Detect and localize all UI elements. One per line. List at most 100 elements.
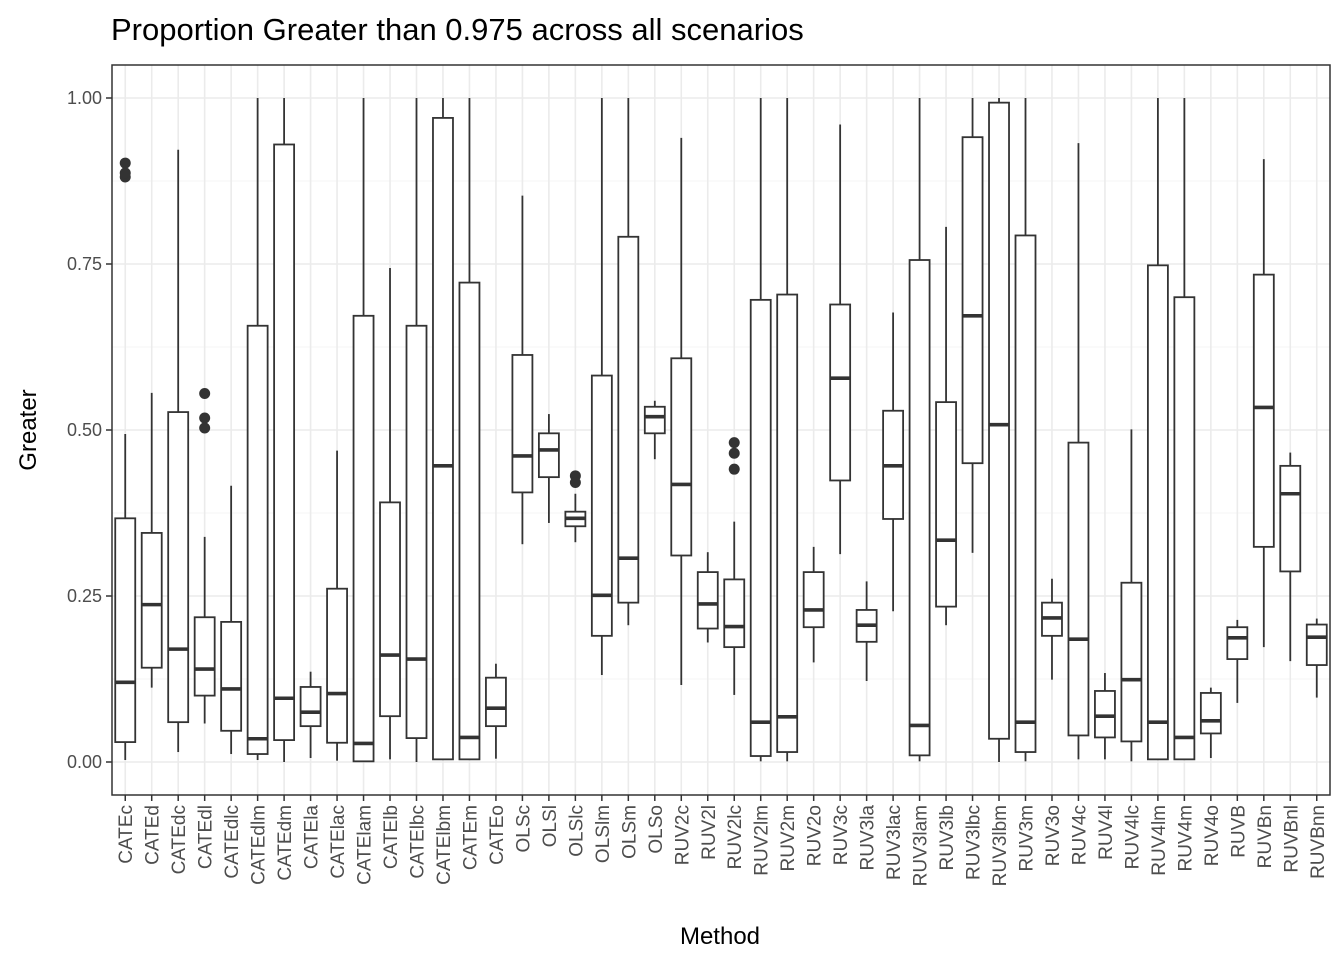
box-CATElbc <box>405 98 428 762</box>
box-body <box>1199 692 1222 735</box>
box-RUV2lm <box>749 98 772 762</box>
box-RUVBnl <box>1279 452 1302 662</box>
outlier-point <box>728 437 740 449</box>
x-tick-label: CATEm <box>460 805 481 870</box>
box-OLSlc <box>564 470 587 543</box>
x-tick-label: RUV4l <box>1096 805 1117 860</box>
x-tick-label: RUV3la <box>858 805 879 871</box>
box-body <box>908 259 931 757</box>
outlier-point <box>199 387 211 399</box>
box-CATEdm <box>273 98 296 762</box>
box-RUV3lac <box>882 312 905 612</box>
x-tick-label: CATEd <box>143 805 164 865</box>
box-OLSm <box>617 98 640 626</box>
x-tick-label: CATEdm <box>275 805 296 881</box>
box-RUV4lm <box>1146 98 1169 761</box>
box-body <box>1120 581 1143 743</box>
box-CATElb <box>379 267 401 760</box>
outlier-point <box>199 412 211 424</box>
box-body <box>961 136 984 465</box>
x-axis: CATEc CATEd CATEdc CATEdl CATEdlc CATEdlm CATE… <box>116 795 1329 886</box>
x-tick-label: OLSlc <box>566 805 587 857</box>
x-tick-label: RUVBnl <box>1281 805 1302 873</box>
y-axis-title: Greater <box>15 389 42 470</box>
x-tick-label: CATEdc <box>169 805 190 874</box>
box-CATEc <box>114 157 137 761</box>
box-body <box>749 298 772 757</box>
box-body <box>379 501 401 718</box>
box-RUV4l <box>1094 673 1116 760</box>
box-RUV3lb <box>935 226 957 626</box>
x-tick-label: RUVB <box>1228 805 1249 858</box>
box-CATEdl <box>193 387 216 724</box>
x-tick-label: OLSlm <box>593 805 614 863</box>
box-body <box>1146 264 1169 761</box>
x-tick-label: CATElbm <box>434 805 455 885</box>
box-CATElac <box>326 450 348 761</box>
x-tick-label: RUV3lbc <box>964 805 985 880</box>
x-tick-label: CATElac <box>328 805 349 879</box>
x-tick-label: CATEdlm <box>249 805 270 885</box>
box-body <box>802 571 825 629</box>
x-tick-label: OLSm <box>619 805 640 859</box>
x-tick-label: CATElbc <box>408 805 429 879</box>
box-CATEdlc <box>220 485 243 755</box>
box-body <box>776 293 799 753</box>
box-RUV3lam <box>908 98 931 762</box>
box-body <box>1252 273 1275 548</box>
box-body <box>140 532 163 669</box>
x-tick-label: CATEo <box>487 805 508 865</box>
box-body <box>273 143 296 741</box>
box-body <box>326 587 348 744</box>
box-RUV2lc <box>723 437 746 695</box>
box-body <box>458 281 481 761</box>
x-tick-label: RUV4c <box>1069 805 1090 865</box>
box-body <box>617 235 640 604</box>
box-body <box>220 620 243 732</box>
box-RUVBnn <box>1305 618 1328 698</box>
box-body <box>590 374 613 637</box>
box-body <box>1305 623 1328 666</box>
box-body <box>246 324 269 755</box>
box-RUVBn <box>1252 159 1275 648</box>
outlier-point <box>728 463 740 475</box>
box-OLSc <box>511 195 534 545</box>
box-RUV3la <box>855 581 878 681</box>
box-body <box>829 303 852 482</box>
box-RUVB <box>1226 619 1249 703</box>
x-tick-label: RUV3m <box>1017 805 1038 872</box>
box-RUV3o <box>1041 578 1063 680</box>
outlier-point <box>728 447 740 459</box>
x-tick-label: RUV4lc <box>1122 805 1143 869</box>
x-tick-label: CATElam <box>355 805 376 885</box>
x-tick-label: RUV4m <box>1175 805 1196 872</box>
box-body <box>485 676 507 728</box>
box-body <box>537 432 560 479</box>
box-body <box>935 401 957 608</box>
box-RUV3lbm <box>988 98 1010 762</box>
box-CATElbm <box>432 98 454 761</box>
box-body <box>723 578 746 649</box>
box-body <box>1173 296 1196 761</box>
box-RUV2o <box>802 546 825 663</box>
y-tick-label: 0.75 <box>67 254 102 274</box>
box-RUV4lc <box>1120 429 1143 762</box>
box-CATEla <box>299 671 322 759</box>
box-CATEm <box>458 98 481 761</box>
x-tick-label: RUVBn <box>1255 805 1276 868</box>
x-tick-label: RUV3o <box>1043 805 1064 866</box>
x-tick-label: CATEc <box>116 805 137 864</box>
x-tick-label: RUV4lm <box>1149 805 1170 876</box>
box-CATEd <box>140 392 163 688</box>
box-RUV3lbc <box>961 98 984 553</box>
box-RUV4o <box>1199 687 1222 759</box>
x-tick-label: RUV2lc <box>725 805 746 869</box>
box-CATEdlm <box>246 98 269 761</box>
chart-title: Proportion Greater than 0.975 across all… <box>111 12 804 47</box>
x-tick-label: RUV2c <box>672 805 693 865</box>
box-body <box>114 517 137 743</box>
y-tick-label: 0.25 <box>67 586 102 606</box>
x-tick-label: RUV2o <box>805 805 826 866</box>
box-body <box>1094 690 1116 739</box>
